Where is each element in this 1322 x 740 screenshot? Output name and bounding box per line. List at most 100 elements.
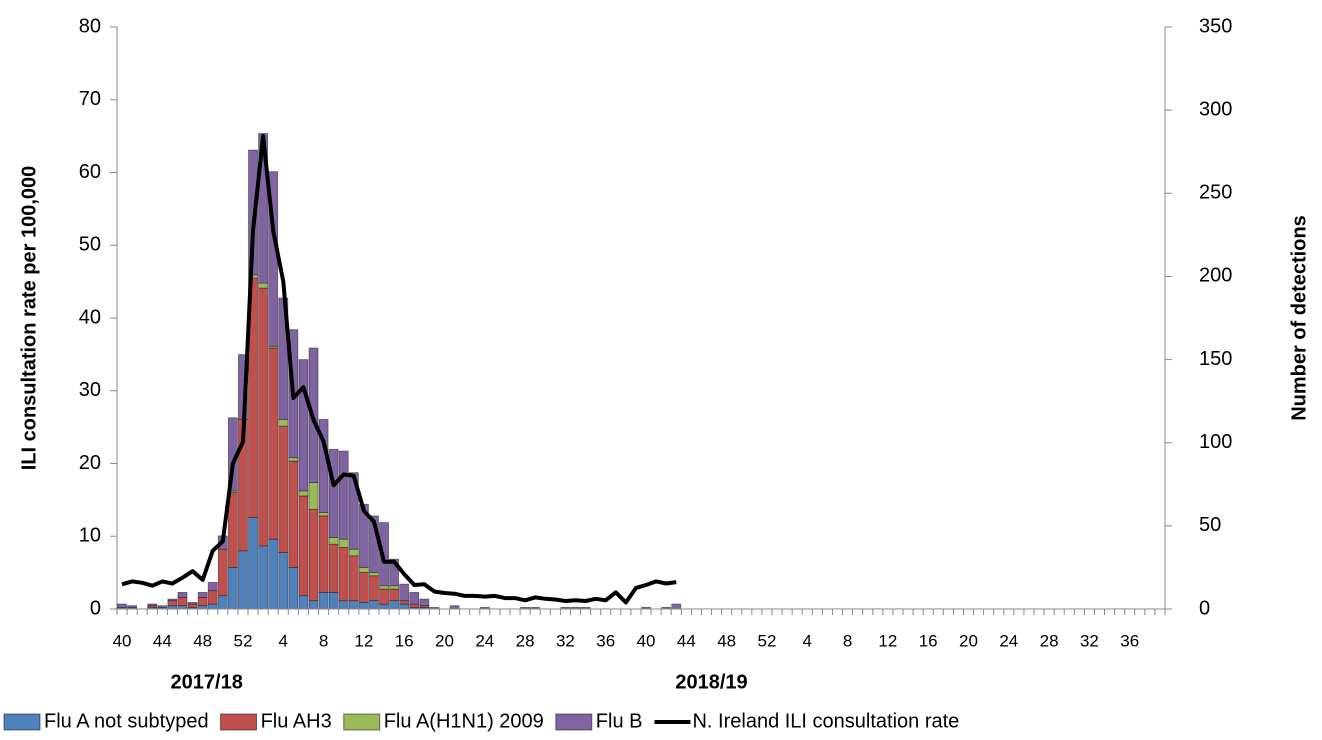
bar-segment bbox=[187, 601, 198, 605]
x-tick-label: 20 bbox=[435, 631, 454, 650]
bar-segment bbox=[338, 450, 349, 540]
x-tick-label: 32 bbox=[556, 631, 575, 650]
bar-segment bbox=[338, 547, 349, 602]
bar-segment bbox=[207, 581, 218, 592]
bar-segment bbox=[278, 552, 289, 610]
bar-segment bbox=[328, 543, 339, 593]
bar-segment bbox=[308, 482, 319, 510]
bar-segment bbox=[157, 605, 168, 608]
y2-tick-label: 350 bbox=[1199, 15, 1232, 37]
line-series bbox=[121, 134, 677, 605]
bar-segment bbox=[369, 572, 379, 577]
y2-tick-label: 0 bbox=[1199, 597, 1210, 619]
x-tick-label: 4 bbox=[279, 631, 288, 650]
bar-segment bbox=[358, 572, 369, 603]
x-tick-label: 24 bbox=[475, 631, 494, 650]
bar-segment bbox=[389, 558, 400, 587]
x-tick-label: 28 bbox=[1040, 631, 1059, 650]
bar-segment bbox=[369, 600, 379, 610]
bar-segment bbox=[288, 460, 299, 568]
y2-tick-label: 50 bbox=[1199, 514, 1221, 536]
legend-label: Flu A not subtyped bbox=[44, 710, 209, 732]
bar-segment bbox=[671, 603, 682, 610]
y-tick-label: 80 bbox=[79, 15, 101, 37]
bar-segment bbox=[348, 600, 359, 610]
bar-segment bbox=[217, 595, 228, 610]
bar-segment bbox=[238, 550, 248, 610]
bar-segment bbox=[338, 538, 349, 548]
bar-segment bbox=[389, 588, 400, 602]
y-axis-title: ILI consultation rate per 100,000 bbox=[18, 166, 40, 471]
x-tick-label: 48 bbox=[193, 631, 212, 650]
legend-swatch bbox=[3, 713, 41, 731]
bar-segment bbox=[278, 419, 289, 427]
bar-segment bbox=[318, 515, 329, 593]
bar-segment bbox=[338, 600, 349, 610]
legend-label: Flu A(H1N1) 2009 bbox=[384, 710, 544, 732]
x-tick-label: 8 bbox=[843, 631, 852, 650]
y2-tick-label: 200 bbox=[1199, 265, 1232, 287]
bar-segment bbox=[389, 585, 400, 590]
bar-segment bbox=[177, 591, 188, 598]
bar-segment bbox=[278, 425, 289, 553]
x-tick-label: 28 bbox=[516, 631, 535, 650]
bar-segment bbox=[117, 603, 127, 608]
x-tick-label: 16 bbox=[919, 631, 938, 650]
bar-segment bbox=[409, 591, 420, 605]
bar-segment bbox=[127, 605, 138, 608]
bar-segment bbox=[227, 492, 238, 568]
bar-segment bbox=[258, 287, 269, 547]
bar-segment bbox=[308, 508, 319, 602]
bar-segment bbox=[369, 575, 379, 602]
bar-segment bbox=[308, 600, 319, 610]
bar-segment bbox=[217, 548, 228, 597]
bar-segment bbox=[298, 495, 309, 597]
y-tick-label: 70 bbox=[79, 88, 101, 110]
x-tick-label: 32 bbox=[1080, 631, 1099, 650]
bar-segment bbox=[348, 472, 359, 550]
bar-segment bbox=[379, 588, 389, 605]
x-tick-label: 36 bbox=[596, 631, 615, 650]
x-tick-label: 12 bbox=[878, 631, 897, 650]
bar-segment bbox=[358, 601, 369, 610]
y2-tick-label: 250 bbox=[1199, 182, 1232, 204]
y-tick-label: 0 bbox=[90, 597, 101, 619]
bar-segment bbox=[409, 603, 420, 608]
legend-label: Flu B bbox=[596, 710, 643, 732]
bar-segment bbox=[187, 603, 198, 608]
bar-segment bbox=[419, 598, 430, 607]
y2-tick-label: 300 bbox=[1199, 98, 1232, 120]
bar-segment bbox=[167, 598, 178, 602]
x-tick-label: 20 bbox=[959, 631, 978, 650]
y2-tick-label: 150 bbox=[1199, 348, 1232, 370]
bar-segment bbox=[318, 591, 329, 610]
y-tick-label: 40 bbox=[79, 306, 101, 328]
legend-swatch bbox=[220, 713, 258, 731]
bar-segment bbox=[207, 603, 218, 610]
x-tick-label: 52 bbox=[758, 631, 777, 650]
bar-segment bbox=[348, 555, 359, 602]
legend-label: N. Ireland ILI consultation rate bbox=[692, 710, 959, 732]
bar-segment bbox=[147, 603, 158, 607]
x-tick-label: 52 bbox=[234, 631, 253, 650]
x-tick-label: 8 bbox=[319, 631, 328, 650]
bar-segment bbox=[258, 545, 269, 610]
x-tick-label: 16 bbox=[395, 631, 414, 650]
bar-segment bbox=[379, 585, 389, 590]
x-tick-label: 40 bbox=[637, 631, 656, 650]
bar-segment bbox=[318, 512, 329, 517]
legend-swatch bbox=[343, 713, 381, 731]
season-label: 2018/19 bbox=[675, 671, 747, 693]
bar-segment bbox=[348, 548, 359, 557]
bar-segment bbox=[227, 567, 238, 610]
y-tick-label: 10 bbox=[79, 525, 101, 547]
bar-segment bbox=[298, 490, 309, 497]
bar-segment bbox=[167, 600, 178, 607]
x-tick-label: 40 bbox=[113, 631, 132, 650]
bar-segment bbox=[399, 583, 410, 602]
bar-segment bbox=[399, 600, 410, 605]
legend-label: Flu AH3 bbox=[261, 710, 332, 732]
bar-segment bbox=[358, 567, 369, 573]
y-tick-label: 60 bbox=[79, 161, 101, 183]
